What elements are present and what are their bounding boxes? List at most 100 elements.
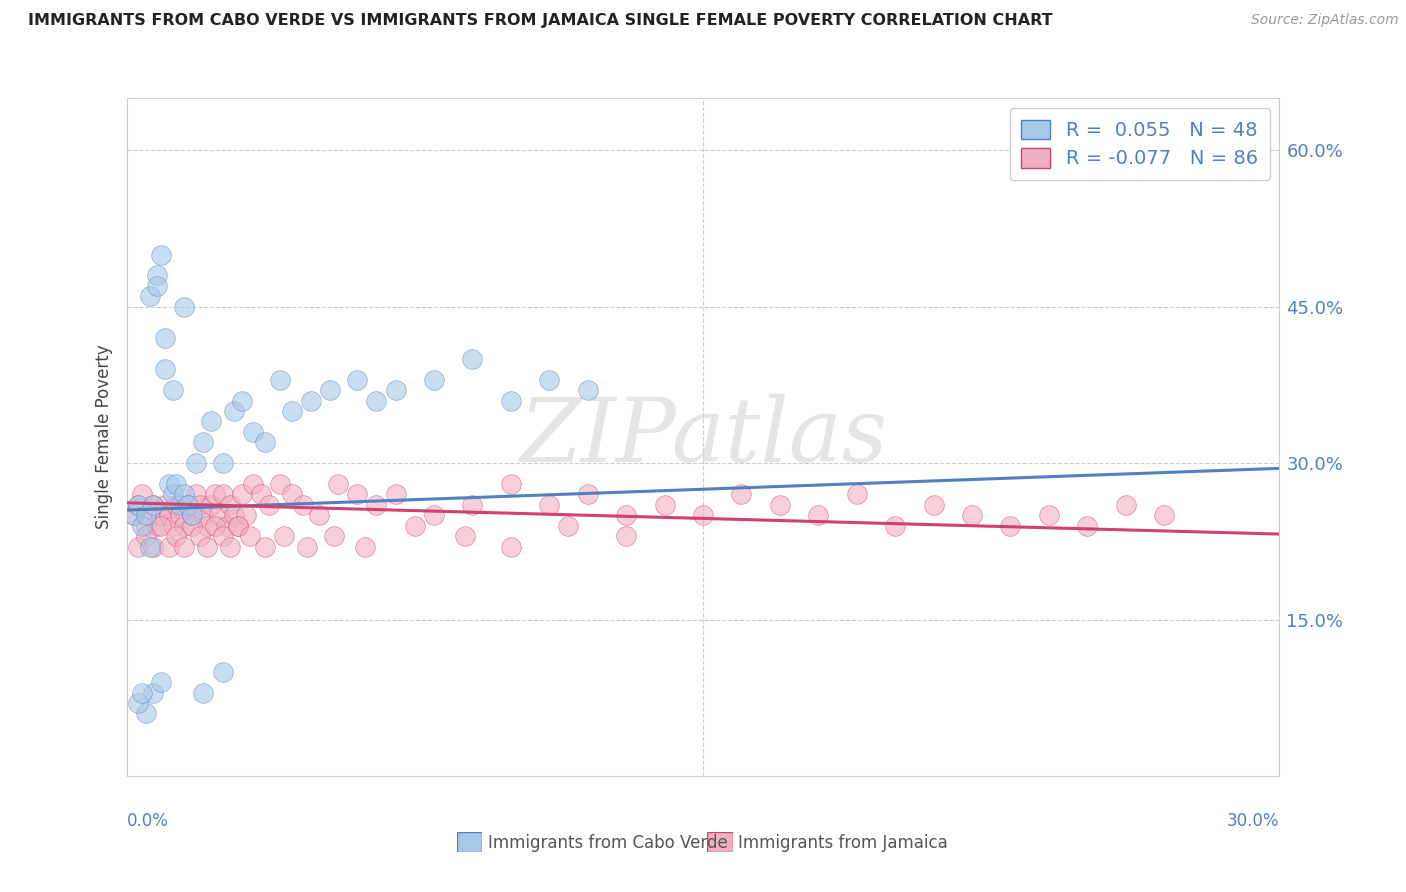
Point	[538, 373, 561, 387]
Point	[135, 529, 157, 543]
Point	[146, 518, 169, 533]
Point	[1000, 518, 1022, 533]
Point	[180, 508, 202, 523]
Point	[157, 540, 180, 554]
Point	[211, 456, 233, 470]
Point	[138, 508, 160, 523]
Point	[231, 487, 253, 501]
Point	[557, 518, 579, 533]
Point	[253, 540, 276, 554]
Point	[576, 487, 599, 501]
Point	[193, 435, 215, 450]
Point	[208, 508, 231, 523]
Point	[845, 487, 868, 501]
Point	[292, 498, 315, 512]
Point	[193, 685, 215, 699]
Point	[146, 268, 169, 283]
Point	[188, 529, 211, 543]
Point	[193, 508, 215, 523]
Text: Immigrants from Cabo Verde: Immigrants from Cabo Verde	[488, 834, 728, 852]
Point	[1038, 508, 1060, 523]
Point	[131, 487, 153, 501]
Point	[211, 487, 233, 501]
Point	[960, 508, 983, 523]
Point	[169, 508, 191, 523]
Point	[173, 487, 195, 501]
Point	[173, 540, 195, 554]
Point	[295, 540, 318, 554]
Point	[922, 498, 945, 512]
Point	[269, 373, 291, 387]
Point	[461, 498, 484, 512]
Text: IMMIGRANTS FROM CABO VERDE VS IMMIGRANTS FROM JAMAICA SINGLE FEMALE POVERTY CORR: IMMIGRANTS FROM CABO VERDE VS IMMIGRANTS…	[28, 13, 1053, 29]
Point	[150, 675, 173, 690]
Point	[614, 529, 637, 543]
Point	[166, 498, 188, 512]
Point	[150, 508, 173, 523]
Point	[138, 540, 160, 554]
Point	[153, 362, 176, 376]
Point	[1115, 498, 1137, 512]
Point	[200, 414, 222, 428]
Point	[162, 487, 184, 501]
Point	[281, 487, 304, 501]
Point	[127, 540, 149, 554]
Point	[250, 487, 273, 501]
Point	[188, 498, 211, 512]
Point	[219, 540, 242, 554]
Point	[226, 518, 249, 533]
Point	[142, 685, 165, 699]
Point	[454, 529, 477, 543]
Point	[326, 477, 349, 491]
Point	[211, 665, 233, 679]
Point	[215, 518, 238, 533]
Point	[235, 508, 257, 523]
Point	[195, 540, 218, 554]
Point	[231, 393, 253, 408]
Point	[184, 487, 207, 501]
Point	[884, 518, 907, 533]
Point	[614, 508, 637, 523]
Text: Source: ZipAtlas.com: Source: ZipAtlas.com	[1251, 13, 1399, 28]
Point	[135, 508, 157, 523]
Point	[180, 518, 202, 533]
Text: 30.0%: 30.0%	[1227, 812, 1279, 830]
Point	[308, 508, 330, 523]
Point	[730, 487, 752, 501]
Point	[127, 696, 149, 710]
Point	[1153, 508, 1175, 523]
Point	[238, 529, 260, 543]
Point	[157, 508, 180, 523]
Point	[195, 518, 218, 533]
Point	[177, 498, 200, 512]
Point	[423, 373, 446, 387]
Point	[127, 498, 149, 512]
Point	[384, 383, 406, 397]
Point	[323, 529, 346, 543]
Point	[153, 498, 176, 512]
Point	[122, 508, 145, 523]
Point	[162, 518, 184, 533]
Point	[142, 498, 165, 512]
Point	[173, 300, 195, 314]
Point	[654, 498, 676, 512]
Point	[269, 477, 291, 491]
Point	[122, 508, 145, 523]
Point	[166, 529, 188, 543]
Point	[142, 498, 165, 512]
Point	[366, 498, 388, 512]
Point	[127, 498, 149, 512]
Point	[180, 508, 202, 523]
Point	[153, 331, 176, 345]
Point	[346, 487, 368, 501]
Point	[173, 518, 195, 533]
Point	[135, 518, 157, 533]
Point	[769, 498, 792, 512]
Point	[166, 477, 188, 491]
Point	[499, 540, 522, 554]
Point	[146, 278, 169, 293]
Point	[224, 508, 246, 523]
Point	[253, 435, 276, 450]
Point	[204, 487, 226, 501]
Point	[135, 706, 157, 721]
